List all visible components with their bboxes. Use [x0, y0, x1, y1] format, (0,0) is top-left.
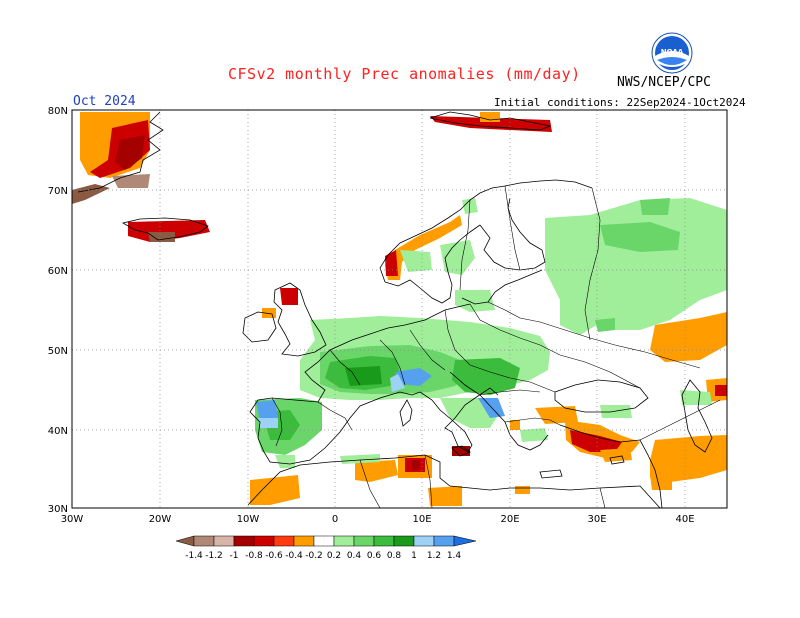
legend-swatch — [233, 535, 255, 547]
anomaly-region — [600, 405, 632, 418]
legend-label: -1.4 — [185, 551, 203, 561]
anomaly-region — [520, 428, 548, 442]
forecast-month: Oct 2024 — [73, 94, 136, 109]
lon-label: 40E — [675, 514, 694, 525]
anomaly-region — [595, 318, 615, 332]
legend-label: -0.2 — [305, 551, 323, 561]
lon-label: 10W — [237, 514, 260, 525]
legend-swatch — [313, 535, 335, 547]
anomaly-region — [340, 454, 380, 464]
latitude-labels: 80N 70N 60N 50N 40N 30N — [48, 106, 68, 515]
anomaly-region — [400, 250, 432, 272]
lat-label: 30N — [48, 504, 68, 515]
anomaly-region — [128, 220, 210, 242]
legend-label: -0.8 — [245, 551, 263, 561]
legend-label: -0.4 — [285, 551, 303, 561]
anomaly-region — [275, 455, 295, 468]
legend-swatch — [253, 535, 275, 547]
legend-label: 0.2 — [327, 551, 341, 561]
anomaly-region — [256, 400, 278, 420]
legend-swatch — [353, 535, 375, 547]
logo-text: NOAA — [661, 48, 684, 56]
anomaly-region — [345, 366, 382, 386]
anomaly-region — [640, 198, 670, 215]
anomaly-region — [515, 486, 530, 494]
anomaly-region — [112, 174, 150, 188]
national-borders — [271, 185, 721, 509]
noaa-logo-icon: NOAA — [651, 32, 693, 74]
anomaly-fills — [72, 112, 727, 506]
anomaly-region — [280, 288, 298, 305]
anomaly-region — [428, 486, 462, 506]
lon-label: 0 — [332, 514, 338, 525]
legend-label: -1.2 — [205, 551, 223, 561]
anomaly-region — [390, 374, 405, 392]
anomaly-region — [412, 460, 420, 470]
legend-label: -0.6 — [265, 551, 283, 561]
agency-label: NWS/NCEP/CPC — [617, 75, 711, 90]
anomaly-region — [455, 290, 495, 312]
lon-label: 30W — [61, 514, 84, 525]
legend-swatch — [273, 535, 295, 547]
lat-label: 70N — [48, 186, 68, 197]
map-title: CFSv2 monthly Prec anomalies (mm/day) — [228, 65, 581, 83]
color-legend: -1.4 -1.2 -1 -0.8 -0.6 -0.4 -0.2 0.2 0.4 0.6 0.8 1 1… — [175, 535, 477, 561]
anomaly-region — [545, 198, 727, 330]
anomaly-region — [72, 184, 110, 204]
legend-label: 1.2 — [427, 551, 441, 561]
legend-label: -1 — [230, 551, 239, 561]
lon-label: 20E — [500, 514, 519, 525]
anomaly-region — [250, 475, 300, 505]
lon-label: 20W — [149, 514, 172, 525]
legend-swatch — [175, 535, 195, 547]
legend-label: 1.4 — [447, 551, 462, 561]
lon-label: 10E — [412, 514, 431, 525]
legend-swatch — [293, 535, 315, 547]
anomaly-region — [355, 460, 398, 482]
anomaly-region — [600, 448, 632, 462]
anomaly-region — [462, 198, 478, 214]
longitude-labels: 30W 20W 10W 0 10E 20E 30E 40E — [61, 514, 695, 525]
anomaly-region — [385, 250, 398, 276]
anomaly-region — [440, 240, 475, 275]
anomaly-region — [715, 385, 727, 396]
legend-label: 0.8 — [387, 551, 402, 561]
anomaly-region — [650, 472, 672, 490]
map-frame — [71, 109, 728, 509]
anomaly-region — [480, 112, 500, 122]
lon-label: 30E — [587, 514, 606, 525]
legend-swatch — [373, 535, 395, 547]
legend-swatch — [433, 535, 455, 547]
legend-swatch — [333, 535, 355, 547]
legend-label: 0.4 — [347, 551, 362, 561]
lat-label: 80N — [48, 106, 68, 117]
lat-label: 40N — [48, 426, 68, 437]
anomaly-region — [258, 418, 278, 428]
anomaly-region — [148, 232, 175, 242]
anomaly-region — [560, 300, 605, 335]
legend-swatch — [213, 535, 235, 547]
anomaly-region — [510, 420, 520, 430]
lat-label: 60N — [48, 266, 68, 277]
anomaly-region — [680, 390, 712, 405]
anomaly-region — [650, 312, 727, 362]
anomaly-region — [452, 358, 520, 395]
legend-swatch — [193, 535, 215, 547]
legend-label: 1 — [411, 551, 417, 561]
anomaly-region — [570, 430, 622, 452]
legend-swatch — [413, 535, 435, 547]
anomaly-region — [385, 215, 462, 280]
anomaly-region — [600, 222, 680, 252]
initial-conditions: Initial conditions: 22Sep2024-1Oct2024 — [494, 96, 746, 109]
legend-swatch — [393, 535, 415, 547]
legend-label: 0.6 — [367, 551, 382, 561]
anomaly-region — [115, 135, 145, 170]
legend-swatch — [453, 535, 477, 547]
lat-label: 50N — [48, 346, 68, 357]
